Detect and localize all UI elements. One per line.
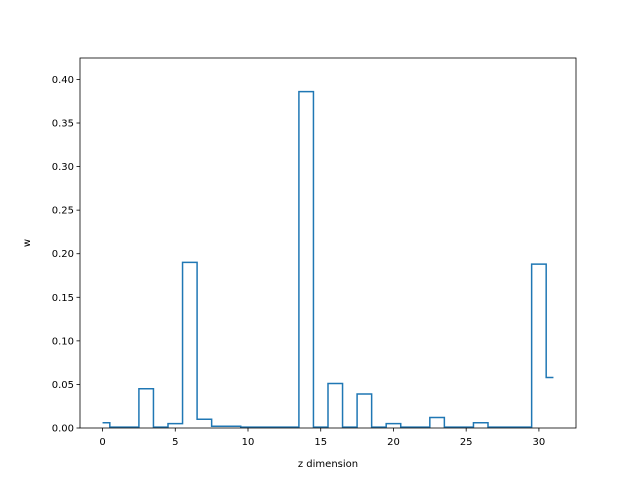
x-axis-label: z dimension [298,459,358,470]
x-tick-label: 25 [460,437,473,448]
x-tick-label: 0 [99,437,105,448]
y-tick-label: 0.40 [52,75,74,86]
x-tick-label: 5 [172,437,178,448]
x-tick-label: 20 [387,437,400,448]
y-tick-label: 0.05 [52,380,74,391]
y-axis-label: w [22,239,33,247]
y-tick-label: 0.15 [52,293,74,304]
y-tick-label: 0.30 [52,162,74,173]
y-tick-label: 0.25 [52,206,74,217]
y-tick-label: 0.35 [52,119,74,130]
y-tick-label: 0.00 [52,424,74,435]
x-tick-label: 10 [242,437,255,448]
x-tick-label: 15 [314,437,327,448]
x-tick-label: 30 [533,437,546,448]
y-tick-label: 0.10 [52,336,74,347]
y-tick-label: 0.20 [52,249,74,260]
